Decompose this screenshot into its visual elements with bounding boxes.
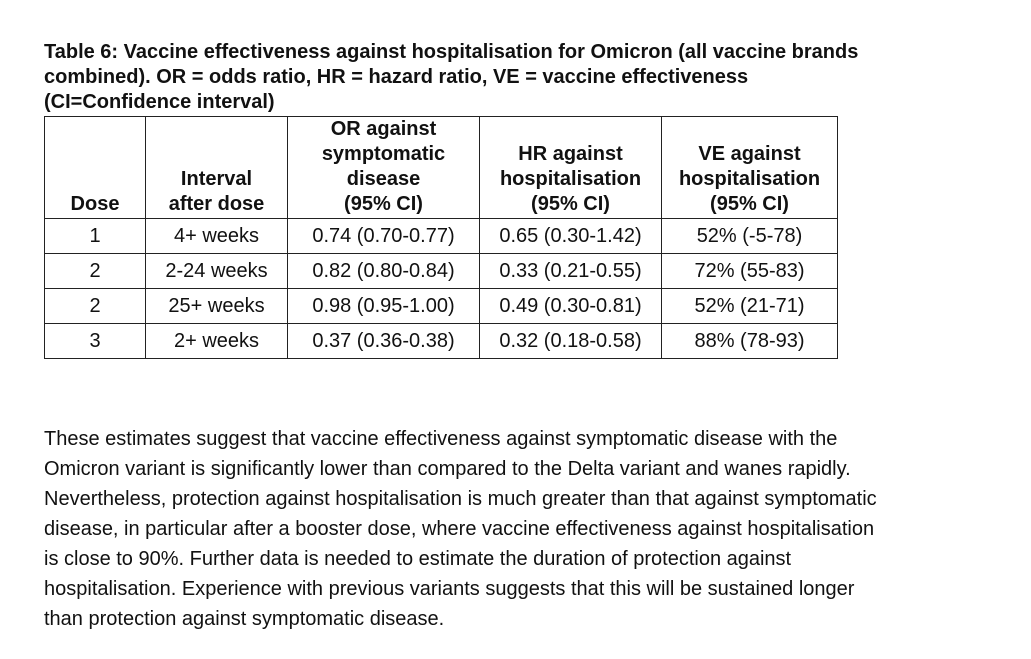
cell-or: 0.98 (0.95-1.00) bbox=[287, 288, 480, 324]
cell-interval: 25+ weeks bbox=[145, 288, 288, 324]
body-paragraph: These estimates suggest that vaccine eff… bbox=[44, 424, 994, 634]
cell-or: 0.82 (0.80-0.84) bbox=[287, 253, 480, 289]
paragraph-line: than protection against symptomatic dise… bbox=[44, 608, 445, 630]
cell-dose: 1 bbox=[44, 218, 146, 254]
cell-dose: 2 bbox=[44, 288, 146, 324]
cell-hr: 0.49 (0.30-0.81) bbox=[479, 288, 662, 324]
cell-hr: 0.33 (0.21-0.55) bbox=[479, 253, 662, 289]
cell-interval: 4+ weeks bbox=[145, 218, 288, 254]
table-row: 2 2-24 weeks 0.82 (0.80-0.84) 0.33 (0.21… bbox=[44, 253, 838, 289]
table-row: 1 4+ weeks 0.74 (0.70-0.77) 0.65 (0.30-1… bbox=[44, 218, 838, 254]
paragraph-line: Omicron variant is significantly lower t… bbox=[44, 458, 851, 480]
vaccine-effectiveness-table: Dose Interval after dose OR against symp… bbox=[44, 116, 838, 359]
table-caption: Table 6: Vaccine effectiveness against h… bbox=[44, 40, 1004, 115]
table-row: 3 2+ weeks 0.37 (0.36-0.38) 0.32 (0.18-0… bbox=[44, 323, 838, 359]
header-ve-hospitalisation: VE against hospitalisation (95% CI) bbox=[661, 116, 838, 219]
paragraph-line: hospitalisation. Experience with previou… bbox=[44, 578, 855, 600]
table-header-row: Dose Interval after dose OR against symp… bbox=[44, 116, 838, 219]
cell-ve: 52% (21-71) bbox=[661, 288, 838, 324]
cell-or: 0.74 (0.70-0.77) bbox=[287, 218, 480, 254]
cell-hr: 0.32 (0.18-0.58) bbox=[479, 323, 662, 359]
paragraph-line: These estimates suggest that vaccine eff… bbox=[44, 428, 838, 450]
cell-interval: 2-24 weeks bbox=[145, 253, 288, 289]
cell-ve: 88% (78-93) bbox=[661, 323, 838, 359]
paragraph-line: disease, in particular after a booster d… bbox=[44, 518, 875, 540]
caption-line: (CI=Confidence interval) bbox=[44, 91, 275, 113]
header-interval: Interval after dose bbox=[145, 116, 288, 219]
cell-hr: 0.65 (0.30-1.42) bbox=[479, 218, 662, 254]
caption-line: combined). OR = odds ratio, HR = hazard … bbox=[44, 66, 749, 88]
paragraph-line: is close to 90%. Further data is needed … bbox=[44, 548, 792, 570]
paragraph-line: Nevertheless, protection against hospita… bbox=[44, 488, 877, 510]
header-hr-hospitalisation: HR against hospitalisation (95% CI) bbox=[479, 116, 662, 219]
cell-ve: 52% (-5-78) bbox=[661, 218, 838, 254]
cell-ve: 72% (55-83) bbox=[661, 253, 838, 289]
cell-dose: 2 bbox=[44, 253, 146, 289]
cell-interval: 2+ weeks bbox=[145, 323, 288, 359]
cell-dose: 3 bbox=[44, 323, 146, 359]
cell-or: 0.37 (0.36-0.38) bbox=[287, 323, 480, 359]
header-or-symptomatic: OR against symptomatic disease (95% CI) bbox=[287, 116, 480, 219]
header-dose: Dose bbox=[44, 116, 146, 219]
table-row: 2 25+ weeks 0.98 (0.95-1.00) 0.49 (0.30-… bbox=[44, 288, 838, 324]
caption-line: Table 6: Vaccine effectiveness against h… bbox=[44, 41, 859, 63]
